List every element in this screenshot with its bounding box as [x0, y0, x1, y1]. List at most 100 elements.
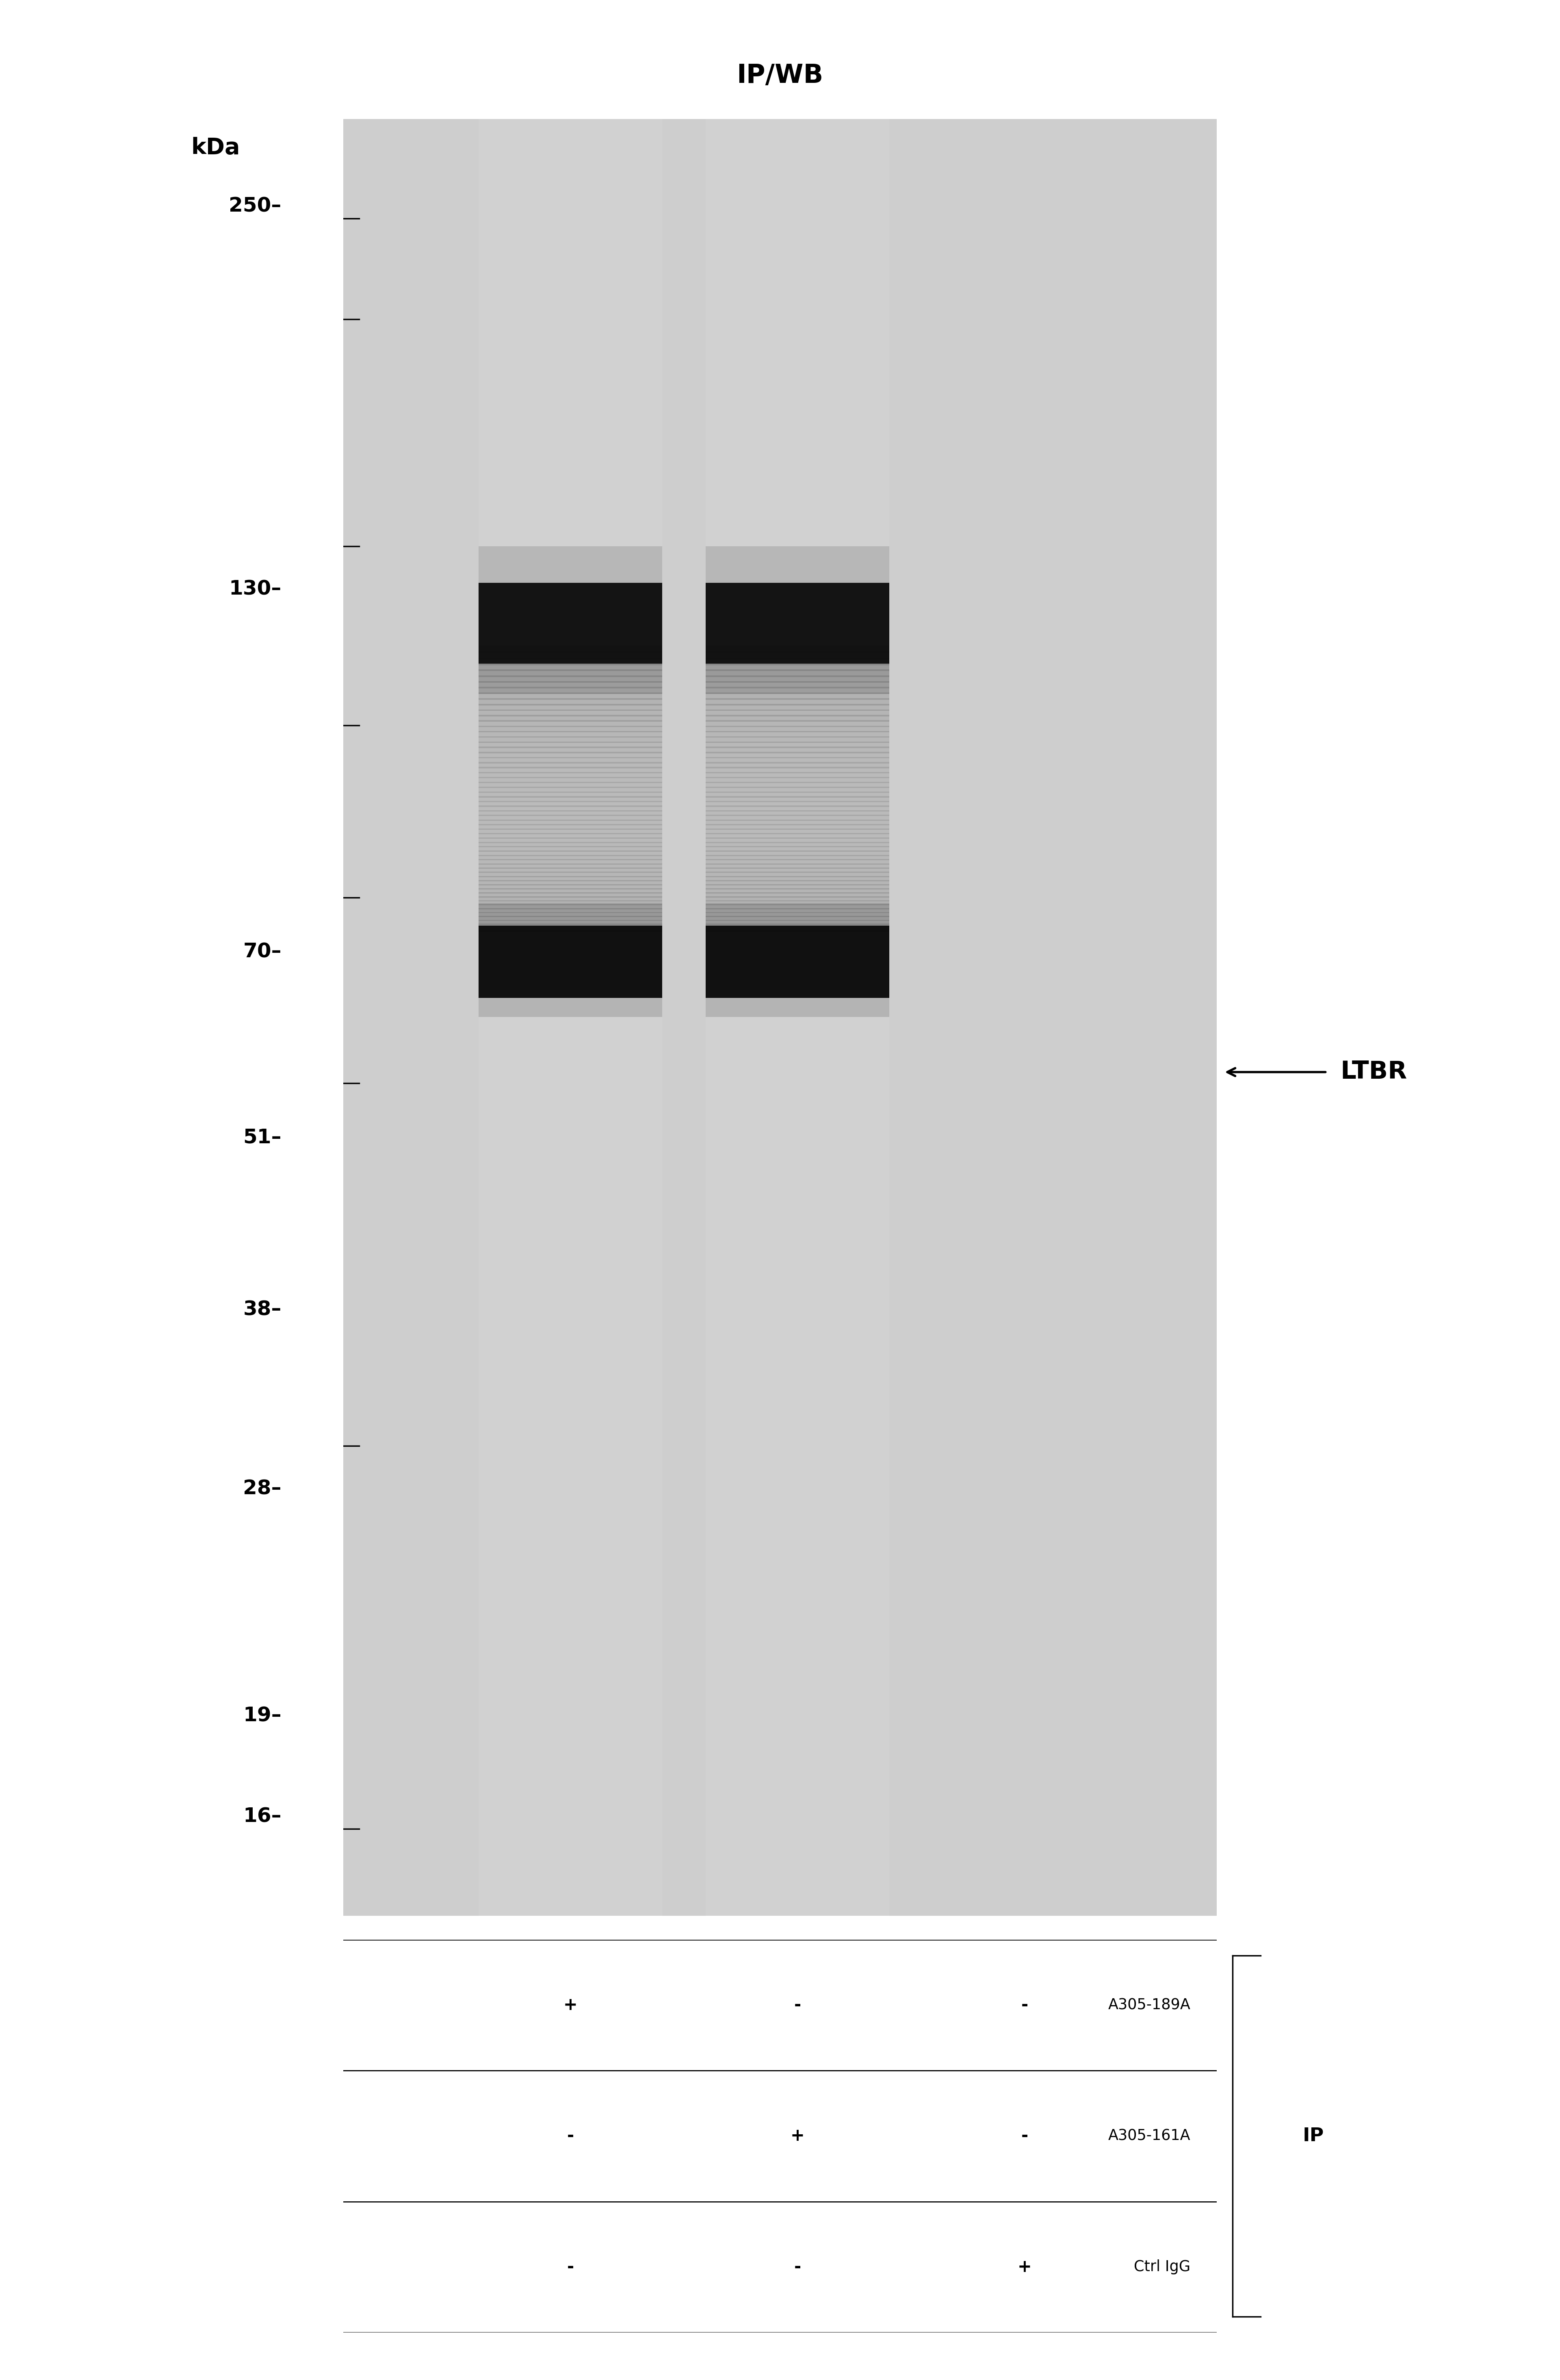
Bar — [705, 802, 889, 807]
Bar — [479, 676, 661, 683]
Bar — [705, 762, 889, 769]
Text: IP/WB: IP/WB — [736, 62, 824, 88]
Text: 16–: 16– — [243, 1806, 281, 1825]
Bar — [705, 847, 889, 852]
Bar — [705, 864, 889, 869]
Bar — [705, 697, 889, 704]
Bar — [479, 776, 661, 783]
Bar — [479, 652, 661, 659]
Bar — [479, 819, 661, 826]
Bar — [705, 709, 889, 716]
Bar — [479, 781, 661, 788]
Bar — [479, 828, 661, 835]
Bar — [705, 747, 889, 752]
Bar — [479, 859, 661, 864]
Bar — [479, 823, 661, 831]
Bar — [705, 652, 889, 659]
Bar — [705, 904, 889, 1016]
Bar — [479, 747, 661, 752]
Bar — [705, 871, 889, 878]
Bar — [479, 645, 661, 652]
Bar — [705, 704, 889, 712]
Bar — [705, 892, 889, 897]
Bar — [479, 704, 661, 712]
Text: A305-161A: A305-161A — [1108, 2128, 1190, 2144]
Bar — [705, 888, 889, 892]
Bar — [705, 814, 889, 821]
Bar — [479, 709, 661, 716]
Bar — [705, 926, 889, 997]
Bar — [479, 854, 661, 859]
Bar — [705, 859, 889, 864]
Bar — [479, 876, 661, 881]
Bar — [705, 869, 889, 873]
Bar — [479, 735, 661, 743]
Text: -: - — [566, 2128, 574, 2144]
Bar — [479, 731, 661, 738]
Bar — [479, 883, 661, 890]
Text: kDa: kDa — [192, 138, 240, 159]
Text: -: - — [794, 2259, 800, 2275]
Text: Ctrl IgG: Ctrl IgG — [1134, 2259, 1190, 2275]
Bar — [479, 847, 661, 852]
Bar — [705, 669, 889, 676]
Bar — [479, 904, 661, 909]
Bar — [479, 900, 661, 904]
Bar — [479, 766, 661, 774]
Bar — [479, 909, 661, 914]
Bar — [705, 850, 889, 857]
Bar — [705, 743, 889, 747]
Bar — [479, 881, 661, 885]
Text: 250–: 250– — [229, 195, 281, 217]
Bar — [705, 664, 889, 671]
Bar — [479, 714, 661, 721]
Bar — [479, 688, 661, 695]
Bar — [479, 864, 661, 869]
Bar — [705, 657, 889, 666]
Bar — [479, 793, 661, 797]
Bar — [705, 919, 889, 926]
Text: +: + — [1017, 2259, 1031, 2275]
Bar — [705, 676, 889, 683]
Bar — [705, 843, 889, 847]
Bar — [705, 693, 889, 700]
Bar — [479, 771, 661, 778]
Bar — [479, 923, 661, 928]
Text: 51–: 51– — [243, 1128, 281, 1147]
Bar — [479, 897, 661, 902]
Bar — [705, 681, 889, 688]
Bar — [479, 664, 661, 671]
Bar — [705, 854, 889, 859]
Text: -: - — [794, 1997, 800, 2013]
Bar — [705, 819, 889, 826]
Bar — [705, 583, 889, 664]
Bar — [479, 802, 661, 807]
Bar — [479, 814, 661, 821]
Bar — [479, 681, 661, 688]
Bar — [705, 900, 889, 904]
Bar — [705, 904, 889, 909]
Bar — [479, 928, 661, 933]
Text: LTBR: LTBR — [1340, 1059, 1407, 1083]
Bar — [479, 869, 661, 873]
Bar — [479, 804, 661, 812]
Text: 38–: 38– — [243, 1299, 281, 1319]
Bar — [479, 912, 661, 916]
Bar — [705, 881, 889, 885]
Text: 28–: 28– — [243, 1478, 281, 1499]
Bar — [705, 714, 889, 721]
Bar — [705, 923, 889, 928]
Bar — [479, 788, 661, 793]
Bar — [479, 833, 661, 838]
Bar — [479, 926, 661, 997]
Bar — [705, 828, 889, 835]
Bar — [705, 912, 889, 916]
Bar — [705, 735, 889, 743]
Bar — [705, 547, 889, 693]
Text: -: - — [566, 2259, 574, 2275]
Bar — [705, 757, 889, 764]
Bar — [705, 909, 889, 914]
Bar — [705, 804, 889, 812]
Bar — [479, 743, 661, 747]
Text: 19–: 19– — [243, 1706, 281, 1726]
